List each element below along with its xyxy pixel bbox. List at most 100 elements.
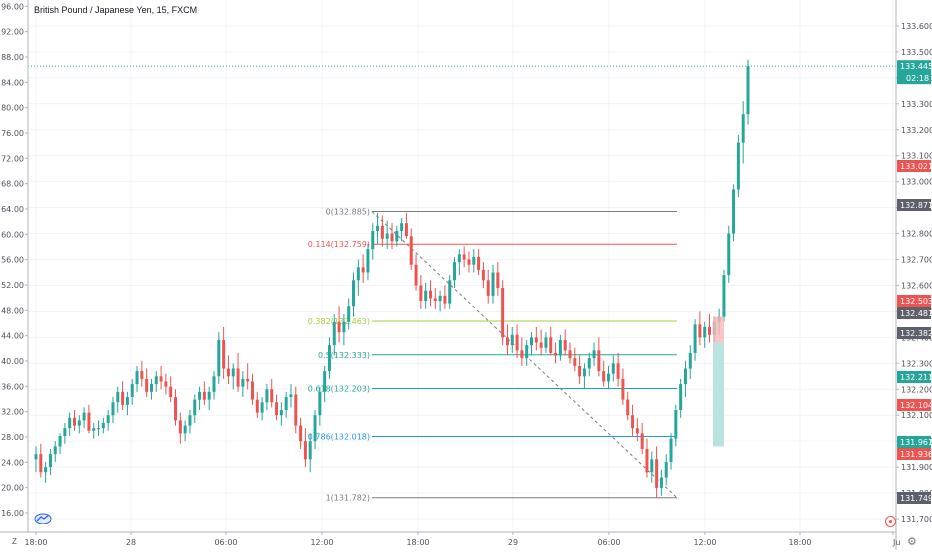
candle-body [202, 391, 206, 400]
candle-body [457, 254, 461, 263]
fibonacci-retracement[interactable]: 0(132.885)0.114(132.759)0.382(132.463)0.… [308, 208, 678, 503]
candle [130, 378, 134, 405]
candle [116, 386, 120, 413]
left-tick-label: 96.00 [1, 2, 24, 11]
candle-body [332, 321, 336, 346]
left-tick-label: 76.00 [1, 129, 24, 138]
position-target-zone [713, 342, 724, 447]
candle [380, 215, 384, 247]
left-tick-label: 48.00 [1, 306, 24, 315]
record-icon[interactable] [885, 516, 896, 527]
candle [659, 469, 663, 496]
candle-body [477, 256, 481, 270]
candle [217, 332, 221, 385]
gear-icon[interactable]: ⚙ [907, 536, 917, 548]
candle [674, 404, 678, 447]
left-tick-label: 32.00 [1, 408, 24, 417]
candle [433, 288, 437, 309]
candle-body [563, 339, 567, 351]
candle [501, 280, 505, 346]
candle-body [212, 376, 216, 392]
candle-body [125, 397, 129, 405]
candle-body [241, 378, 245, 387]
candle [409, 228, 413, 270]
left-tick-label: 56.00 [1, 256, 24, 265]
candle-body [616, 363, 620, 379]
candle [82, 407, 86, 429]
candle-body [501, 288, 505, 338]
left-tick-label: 60.00 [1, 230, 24, 239]
fib-level-label: 0.786(132.018) [308, 432, 370, 441]
candle-body [347, 306, 351, 322]
right-tick-label: 132.700 [901, 256, 932, 265]
candle-body [385, 233, 389, 239]
candle [611, 355, 615, 382]
candle-body [217, 339, 221, 377]
candle-body [655, 459, 659, 488]
right-tick-label: 132.200 [901, 385, 932, 394]
candle-body [97, 428, 101, 430]
candle-body [544, 337, 548, 348]
candle [284, 391, 288, 418]
candle [544, 332, 548, 353]
candle [289, 384, 293, 408]
candle [453, 256, 457, 289]
candle-body [260, 402, 264, 413]
timezone-label[interactable]: Z [12, 537, 17, 546]
candle-body [68, 417, 72, 429]
right-tick-label: 133.000 [901, 178, 932, 187]
candle-body [573, 358, 577, 366]
candle [448, 275, 452, 309]
candle [159, 365, 163, 390]
candle-body [626, 399, 630, 416]
candle-body [87, 412, 91, 431]
time-tick-label: 18:00 [788, 538, 811, 547]
candle-body [635, 428, 639, 434]
price-tag: 133.021 [897, 160, 932, 172]
time-tick-label: 12:00 [693, 538, 716, 547]
price-tag-label: 131.936 [900, 450, 932, 459]
candle [404, 212, 408, 239]
candle [486, 269, 490, 304]
candle-body [82, 412, 86, 421]
candle-body [664, 461, 668, 478]
fib-level-label: 0(132.885) [326, 208, 370, 217]
candle-body [395, 230, 399, 242]
candle-body [318, 391, 322, 416]
candle [626, 391, 630, 421]
candle-body [231, 368, 235, 377]
left-tick-label: 28.00 [1, 433, 24, 442]
candle [174, 389, 178, 426]
candle [669, 433, 673, 470]
candle-body [472, 256, 476, 265]
candle [428, 280, 432, 307]
left-tick-label: 84.00 [1, 78, 24, 87]
candle-body [419, 285, 423, 302]
candle [125, 391, 129, 416]
candle [472, 249, 476, 273]
candle [299, 417, 303, 449]
candle [323, 365, 327, 403]
candle-body [698, 324, 702, 338]
candle [342, 314, 346, 346]
candle-body [308, 441, 312, 460]
time-tick-label: 18:00 [406, 538, 429, 547]
tradingview-logo-icon[interactable] [34, 511, 52, 525]
candle [554, 342, 558, 364]
candle [72, 410, 76, 431]
candle [587, 352, 591, 377]
candle-body [404, 223, 408, 237]
candle [111, 397, 115, 424]
candle [467, 251, 471, 273]
candle-body [72, 417, 76, 426]
candle-body [111, 402, 115, 416]
price-tag: 132.382 [897, 327, 932, 339]
candle [106, 410, 110, 431]
candle [602, 360, 606, 387]
price-tag: 132.481 [897, 307, 932, 319]
candle-body [303, 441, 307, 460]
candle [578, 355, 582, 385]
